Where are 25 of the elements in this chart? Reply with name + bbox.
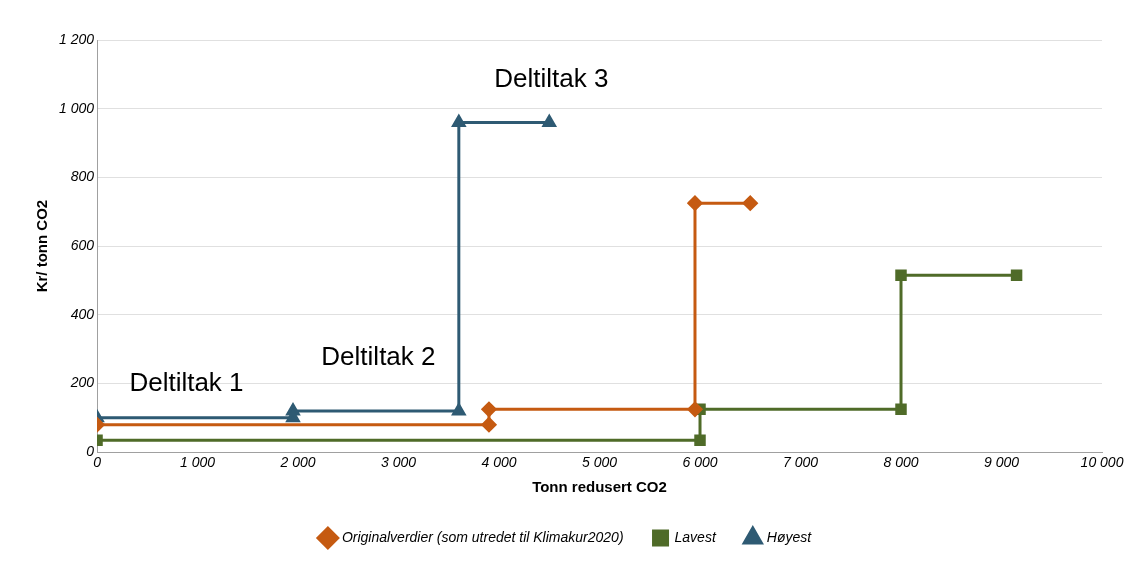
x-tick-label: 7 000 [782,454,819,471]
legend-label: Originalverdier (som utredet til Klimakur2020) [341,528,624,545]
x-tick-label: 6 000 [682,454,718,471]
legend-label: Høyest [766,528,813,545]
x-tick-label: 2 000 [279,454,316,471]
y-tick-label: 400 [70,305,95,322]
y-tick-label: 600 [70,236,95,253]
x-tick-label: 4 000 [481,454,517,471]
legend-label: Lavest [674,528,717,545]
x-tick-label: 9 000 [983,454,1020,471]
annotation: Deltiltak 1 [129,366,244,397]
y-tick-label: 200 [69,374,95,391]
x-axis-title: Tonn redusert CO2 [532,478,667,496]
annotation: Deltiltak 2 [321,340,436,371]
y-axis-title: Kr/ tonn CO2 [33,199,51,293]
x-tick-label: 10 000 [1080,454,1124,471]
x-tick-label: 3 000 [381,454,417,471]
x-tick-label: 8 000 [883,454,919,471]
x-tick-label: 5 000 [581,454,618,471]
annotation: Deltiltak 3 [494,63,609,94]
y-tick-label: 1 000 [58,99,95,116]
y-tick-label: 1 200 [58,30,95,47]
y-tick-label: 800 [70,168,95,185]
y-tick-label: 0 [86,443,95,460]
x-tick-label: 1 000 [180,454,216,471]
